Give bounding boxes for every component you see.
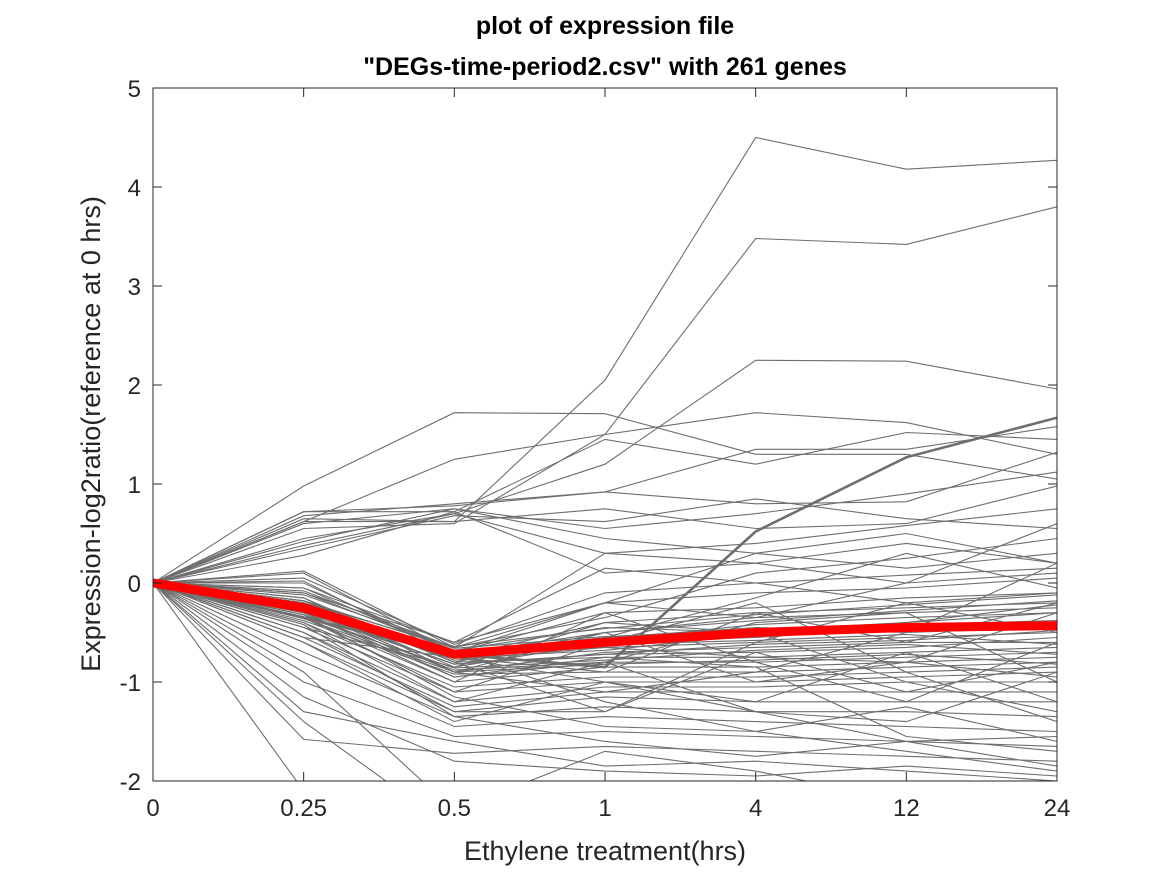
gene-series-line — [153, 582, 1057, 669]
gene-series-line — [153, 582, 1057, 649]
gene-series-line — [153, 582, 1057, 673]
gene-series-line — [153, 582, 1057, 665]
gene-series-line — [153, 471, 1057, 584]
gene-series-line — [153, 582, 387, 781]
gene-series-line — [153, 582, 1057, 781]
gene-series-line — [153, 431, 1057, 584]
x-tick-label: 1 — [598, 795, 611, 822]
y-tick-label: 0 — [128, 571, 141, 598]
mean-series-line — [153, 578, 1057, 659]
y-tick-label: 1 — [128, 472, 141, 499]
gene-series-line — [153, 537, 1057, 648]
gene-series-line — [153, 582, 1057, 713]
y-tick-label: 2 — [128, 373, 141, 400]
y-tick-label: 3 — [128, 274, 141, 301]
gene-series-line — [153, 206, 1057, 584]
gene-series-line — [153, 582, 1057, 733]
gene-series-line — [153, 582, 1057, 647]
x-tick-label: 24 — [1044, 795, 1071, 822]
x-axis-ticks: 0 0.25 0.5 1 4 12 24 — [146, 88, 1070, 822]
chart-title-line2: "DEGs-time-period2.csv" with 261 genes — [363, 53, 847, 81]
y-axis-label: Expression-log2ratio(reference at 0 hrs) — [76, 196, 106, 672]
gene-series-line — [153, 552, 1057, 653]
gene-series-line — [153, 508, 1057, 584]
y-tick-label: -2 — [120, 769, 141, 796]
gene-series-line — [153, 582, 1057, 777]
x-tick-label: 4 — [749, 795, 762, 822]
x-tick-label: 0 — [146, 795, 159, 822]
gene-series-line — [153, 451, 1057, 584]
gene-series-line — [153, 582, 1057, 762]
gene-series-line — [153, 582, 1057, 767]
gene-series-line — [153, 582, 1057, 673]
gene-series-line — [153, 567, 1057, 645]
gene-series-line — [153, 567, 1057, 643]
gene-series-line — [153, 582, 1057, 718]
gene-series-line — [153, 426, 1057, 584]
gene-series-line — [153, 562, 1057, 693]
gene-series-line — [153, 412, 1057, 584]
chart-title-line1: plot of expression file — [476, 12, 734, 40]
y-tick-label: -1 — [120, 670, 141, 697]
gene-series-line — [153, 582, 809, 781]
gene-series-line — [153, 582, 1057, 713]
gene-series-line — [153, 582, 1057, 757]
gene-series-group — [153, 136, 1057, 781]
gene-series-line — [153, 485, 1057, 584]
y-tick-label: 4 — [128, 175, 141, 202]
x-tick-label: 0.5 — [438, 795, 471, 822]
gene-series-line — [153, 542, 1057, 649]
gene-series-line — [153, 136, 1057, 584]
x-axis-label: Ethylene treatment(hrs) — [464, 836, 746, 866]
gene-series-line — [153, 582, 1057, 723]
gene-series-line — [153, 523, 1057, 653]
x-tick-label: 0.25 — [280, 795, 327, 822]
y-tick-label: 5 — [128, 76, 141, 103]
gene-series-line — [153, 359, 1057, 584]
y-axis-ticks: -2 -1 0 1 2 3 4 5 — [120, 76, 1057, 796]
mean-series-group — [153, 578, 1057, 659]
gene-series-line — [153, 582, 1057, 742]
gene-series-line — [153, 412, 1057, 584]
gene-series-line — [153, 498, 1057, 584]
x-tick-label: 12 — [893, 795, 920, 822]
